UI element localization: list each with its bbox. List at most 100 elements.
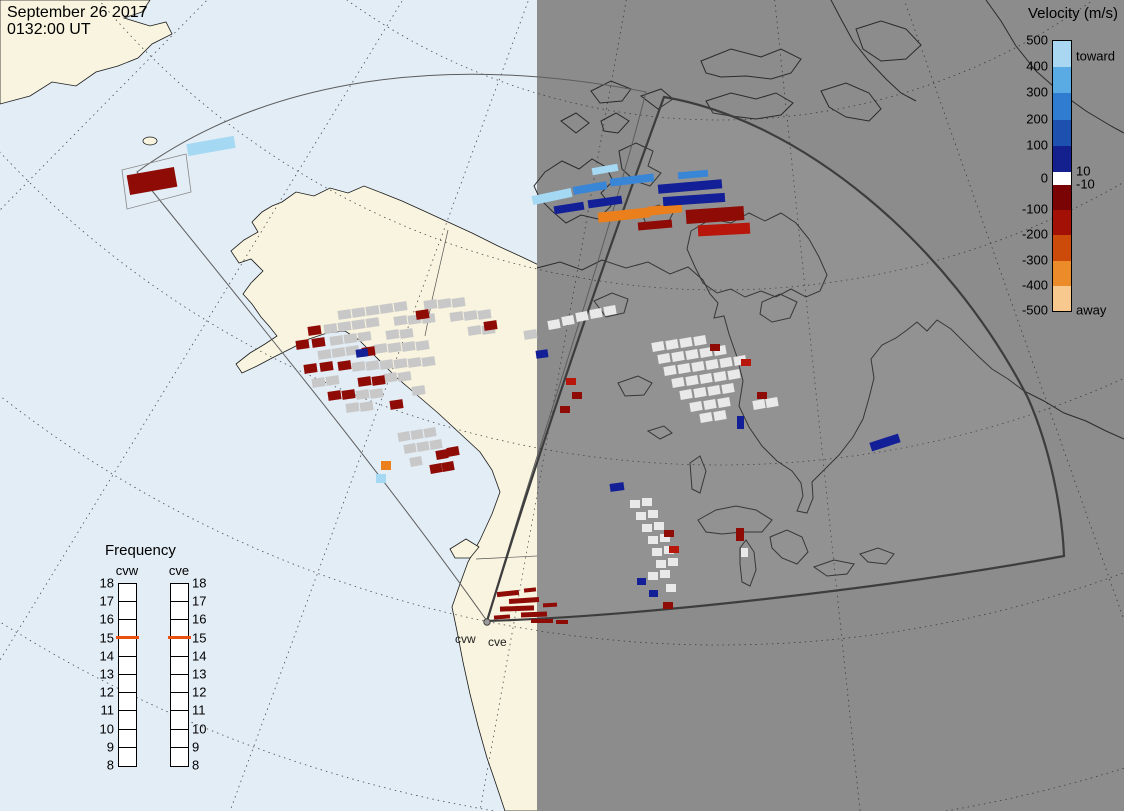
echo-cell: [423, 299, 438, 310]
southampton-island: [759, 293, 798, 323]
echo-cell: [727, 369, 741, 380]
echo-cell: [520, 611, 548, 618]
frequency-col-cvw-title: cvw: [115, 563, 139, 578]
echo-cell: [648, 536, 658, 544]
arctic-island-5: [560, 112, 590, 134]
echo-cell: [869, 433, 901, 452]
coastline-north-america: [230, 185, 563, 811]
echo-cell: [713, 410, 727, 421]
echo-cell: [657, 353, 671, 364]
echo-cell: [409, 456, 423, 467]
frequency-tick-label-left: 12: [99, 684, 114, 700]
echo-cell: [685, 375, 699, 386]
echo-cell: [649, 590, 658, 597]
zero-lower-label: -10: [1076, 176, 1095, 192]
frequency-tick-label-right: 10: [192, 721, 207, 737]
echo-cell: [560, 406, 570, 413]
day-landmass: [0, 0, 563, 811]
echo-cell: [441, 461, 455, 472]
arctic-island-2: [618, 142, 662, 187]
echo-cell: [389, 399, 404, 410]
frequency-tick-label-left: 17: [99, 593, 114, 609]
ellesmere-island: [700, 48, 802, 80]
colorbar-segment-toward: [1053, 41, 1071, 68]
time-text: 0132:00 UT: [7, 21, 91, 38]
frequency-cell-divider: [118, 746, 137, 748]
frequency-scale-column: [118, 583, 137, 767]
echo-cell: [329, 335, 344, 346]
echo-cell: [357, 376, 372, 387]
coastline-siberia: [0, 0, 173, 105]
echo-cell: [387, 342, 402, 353]
northern-island: [855, 20, 922, 62]
fov-cvw: [136, 73, 647, 623]
echo-cell: [393, 301, 408, 312]
echo-cell: [609, 173, 655, 187]
echo-cell: [710, 344, 720, 351]
echo-cell: [437, 298, 452, 309]
echo-cell: [446, 446, 460, 457]
echo-cell: [553, 201, 585, 215]
echo-cell: [311, 337, 326, 348]
echo-cell: [523, 587, 537, 593]
echo-cell: [736, 528, 744, 541]
lake-erie: [812, 559, 855, 577]
echo-cell: [373, 343, 388, 354]
echo-cell: [323, 323, 338, 334]
lake-michigan: [739, 539, 757, 587]
frequency-cell-divider: [118, 674, 137, 675]
frequency-scale-column: [170, 583, 189, 767]
velocity-tick-label: -500: [1021, 302, 1048, 318]
echo-cell: [587, 195, 623, 209]
echo-cell: [477, 309, 492, 320]
frequency-marker: [168, 636, 191, 640]
echo-cell: [429, 463, 443, 474]
velocity-tick-label: 0: [1040, 170, 1048, 185]
echo-cell: [693, 335, 707, 346]
echo-cell: [508, 596, 540, 605]
echo-cell: [355, 389, 370, 400]
echo-cell: [662, 192, 726, 207]
frequency-legend-title: Frequency: [105, 542, 176, 559]
frequency-tick-label-left: 15: [99, 630, 114, 646]
echo-cell: [435, 449, 449, 460]
velocity-legend-title: Velocity (m/s): [1027, 5, 1118, 22]
frequency-cell-divider: [170, 674, 189, 675]
echo-cell: [523, 329, 538, 340]
colorbar-segment-away: [1053, 184, 1071, 211]
lake-huron: [769, 529, 809, 565]
echo-cell: [337, 309, 352, 320]
echo-cell: [648, 510, 658, 518]
echo-cell: [407, 357, 422, 368]
graticule-meridian: [903, 0, 1124, 621]
echo-layer: [126, 135, 901, 624]
velocity-tick-label: -200: [1021, 226, 1048, 242]
echo-cell: [531, 619, 553, 623]
frequency-tick-label-left: 14: [99, 648, 114, 664]
velocity-tick-labels: 500 400 300 200 100 0 -100 -200 -300 -400 -500: [1002, 0, 1048, 330]
echo-cell: [664, 530, 674, 537]
echo-cell: [393, 358, 408, 369]
echo-cell: [341, 389, 356, 400]
echo-cell: [423, 427, 437, 438]
greenland-coast: [985, 0, 1124, 134]
echo-cell: [411, 385, 426, 396]
echo-cell: [379, 359, 394, 370]
away-label: away: [1076, 302, 1107, 318]
echo-cell: [311, 377, 326, 388]
echo-cell: [416, 441, 430, 452]
echo-cell: [381, 461, 391, 470]
echo-cell: [371, 375, 386, 386]
echo-cell: [575, 311, 589, 322]
echo-cell: [697, 222, 751, 237]
frequency-cell-divider: [170, 710, 189, 712]
echo-cell: [379, 303, 394, 314]
echo-cell: [691, 361, 705, 372]
night-coastlines: [533, 0, 1124, 587]
echo-cell: [365, 305, 380, 316]
echo-cell: [325, 375, 340, 386]
velocity-tick-label: 100: [1026, 137, 1048, 153]
frequency-tick-label-right: 18: [192, 575, 207, 591]
echo-cell: [351, 319, 366, 330]
